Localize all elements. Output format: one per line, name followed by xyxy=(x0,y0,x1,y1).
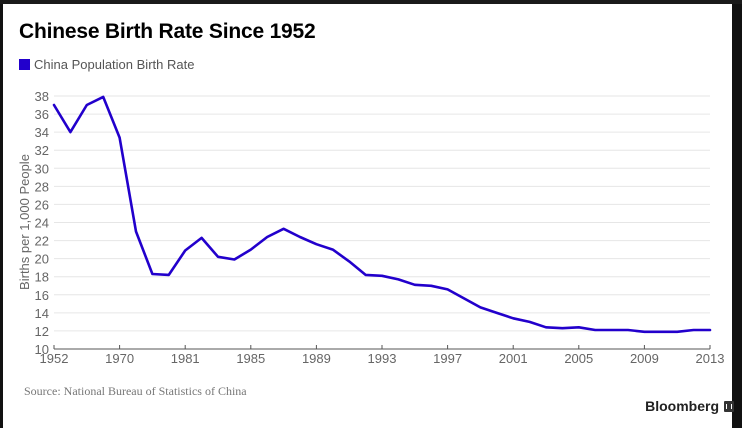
bloomberg-logo: Bloomberg xyxy=(645,398,734,414)
y-tick-label: 18 xyxy=(35,270,49,285)
legend: China Population Birth Rate xyxy=(19,57,194,72)
y-axis-label: Births per 1,000 People xyxy=(17,154,32,290)
x-tick-label: 2009 xyxy=(630,351,659,366)
y-tick-label: 12 xyxy=(35,324,49,339)
series-line-china-birth-rate xyxy=(52,95,712,334)
y-tick-label: 24 xyxy=(35,216,49,231)
x-tick-label: 1981 xyxy=(171,351,200,366)
x-tick-label: 1989 xyxy=(302,351,331,366)
y-tick-label: 32 xyxy=(35,143,49,158)
y-tick-label: 14 xyxy=(35,306,49,321)
y-tick-label: 30 xyxy=(35,161,49,176)
bloomberg-chart-icon xyxy=(724,400,734,412)
y-tick-label: 10 xyxy=(35,342,49,357)
x-tick-label: 1970 xyxy=(105,351,134,366)
legend-label: China Population Birth Rate xyxy=(34,57,195,72)
x-tick-label: 1952 xyxy=(40,351,69,366)
top-browser-strip xyxy=(0,0,742,4)
x-tick-label: 1997 xyxy=(433,351,462,366)
y-tick-label: 26 xyxy=(35,197,49,212)
chart-panel xyxy=(3,4,732,428)
x-tick-label: 2013 xyxy=(696,351,725,366)
legend-swatch xyxy=(19,59,30,70)
x-tick-label: 2001 xyxy=(499,351,528,366)
y-tick-label: 36 xyxy=(35,107,49,122)
brand-name: Bloomberg xyxy=(645,398,719,414)
y-tick-label: 38 xyxy=(35,89,49,104)
y-tick-label: 22 xyxy=(35,234,49,249)
source-note: Source: National Bureau of Statistics of… xyxy=(24,384,247,398)
x-tick-label: 1985 xyxy=(236,351,265,366)
y-tick-label: 20 xyxy=(35,252,49,267)
x-tick-label: 2005 xyxy=(564,351,593,366)
chart-title: Chinese Birth Rate Since 1952 xyxy=(19,20,316,43)
x-tick-label: 1993 xyxy=(368,351,397,366)
y-tick-label: 16 xyxy=(35,288,49,303)
y-tick-label: 28 xyxy=(35,179,49,194)
y-tick-label: 34 xyxy=(35,125,49,140)
